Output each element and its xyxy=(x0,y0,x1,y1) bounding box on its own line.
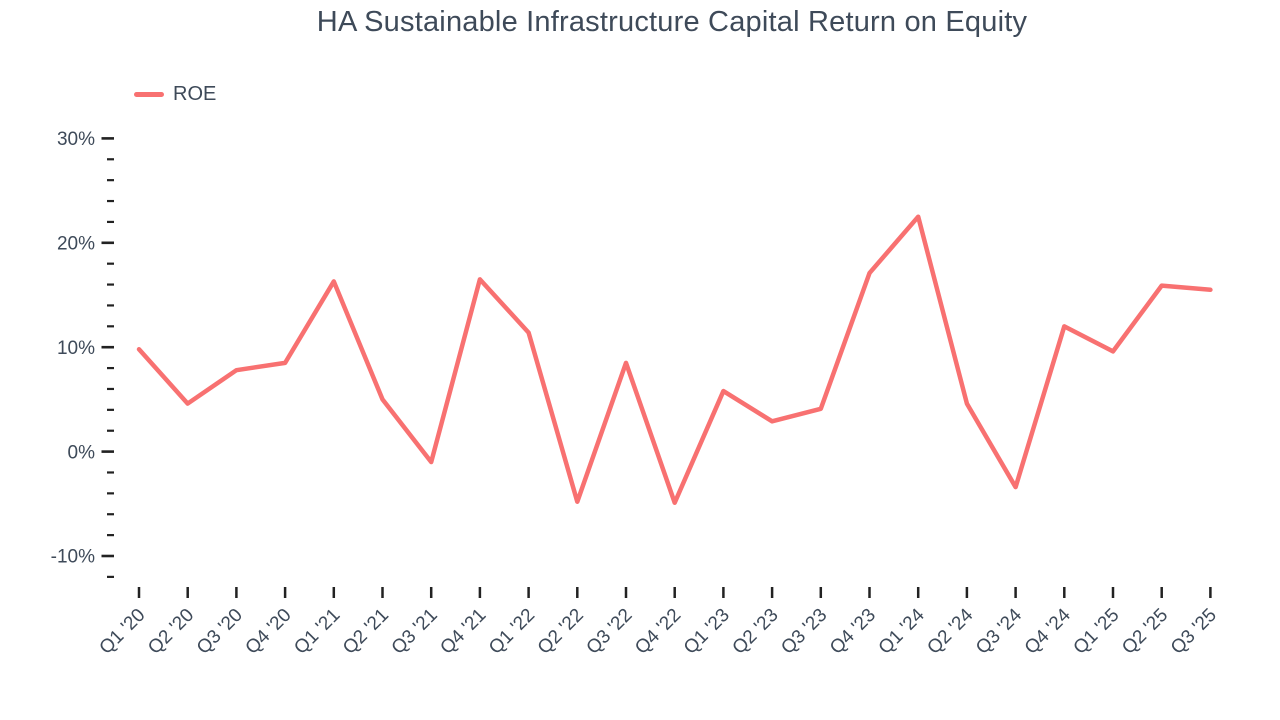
x-axis-tick-label: Q2 '25 xyxy=(1118,605,1172,659)
x-axis-tick-label: Q1 '21 xyxy=(290,605,344,659)
x-axis-tick-label: Q4 '24 xyxy=(1021,604,1075,658)
x-axis-tick-label: Q4 '22 xyxy=(631,605,685,659)
x-axis-tick-label: Q1 '25 xyxy=(1070,605,1124,659)
x-axis-tick-label: Q1 '24 xyxy=(875,604,929,658)
x-axis-tick-label: Q4 '23 xyxy=(826,605,880,659)
x-axis-tick-label: Q3 '21 xyxy=(388,605,442,659)
x-axis-tick-label: Q4 '21 xyxy=(436,605,490,659)
x-axis-tick-label: Q2 '23 xyxy=(729,605,783,659)
x-axis-tick-label: Q1 '22 xyxy=(485,605,539,659)
y-axis-tick-label: 0% xyxy=(68,442,96,463)
x-axis-tick-label: Q2 '24 xyxy=(923,604,977,658)
legend-label: ROE xyxy=(173,83,217,105)
legend-line-swatch xyxy=(134,92,164,97)
x-axis-tick-label: Q3 '22 xyxy=(583,605,637,659)
y-axis-tick-label: 20% xyxy=(57,233,95,254)
x-axis-tick-label: Q2 '22 xyxy=(534,605,588,659)
y-axis-tick-label: 10% xyxy=(57,338,95,359)
x-axis-tick-label: Q3 '24 xyxy=(972,604,1026,658)
x-axis-tick-label: Q2 '20 xyxy=(144,605,198,659)
chart-title: HA Sustainable Infrastructure Capital Re… xyxy=(316,6,1028,38)
y-axis-tick-label: 30% xyxy=(57,129,95,150)
x-axis-tick-label: Q3 '25 xyxy=(1167,605,1221,659)
x-axis-tick-label: Q2 '21 xyxy=(339,605,393,659)
x-axis-tick-label: Q3 '23 xyxy=(777,605,831,659)
roe-line xyxy=(136,214,1213,506)
y-axis-tick-label: -10% xyxy=(51,547,95,568)
x-axis-tick-label: Q3 '20 xyxy=(193,605,247,659)
legend: ROE xyxy=(134,83,216,106)
x-axis-tick-label: Q1 '23 xyxy=(680,605,734,659)
x-axis-tick-label: Q4 '20 xyxy=(242,605,296,659)
legend-item-roe[interactable]: ROE xyxy=(134,83,216,106)
x-axis-tick-label: Q1 '20 xyxy=(96,605,150,659)
